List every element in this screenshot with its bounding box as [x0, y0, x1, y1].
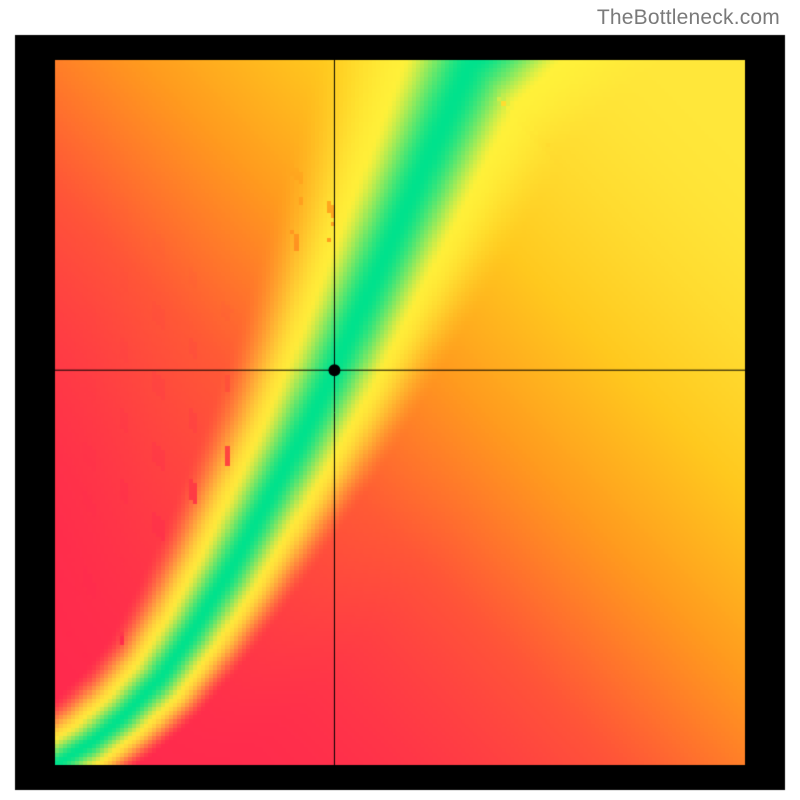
heatmap-canvas — [0, 0, 800, 800]
chart-stage: TheBottleneck.com — [0, 0, 800, 800]
watermark-text: TheBottleneck.com — [597, 6, 780, 30]
